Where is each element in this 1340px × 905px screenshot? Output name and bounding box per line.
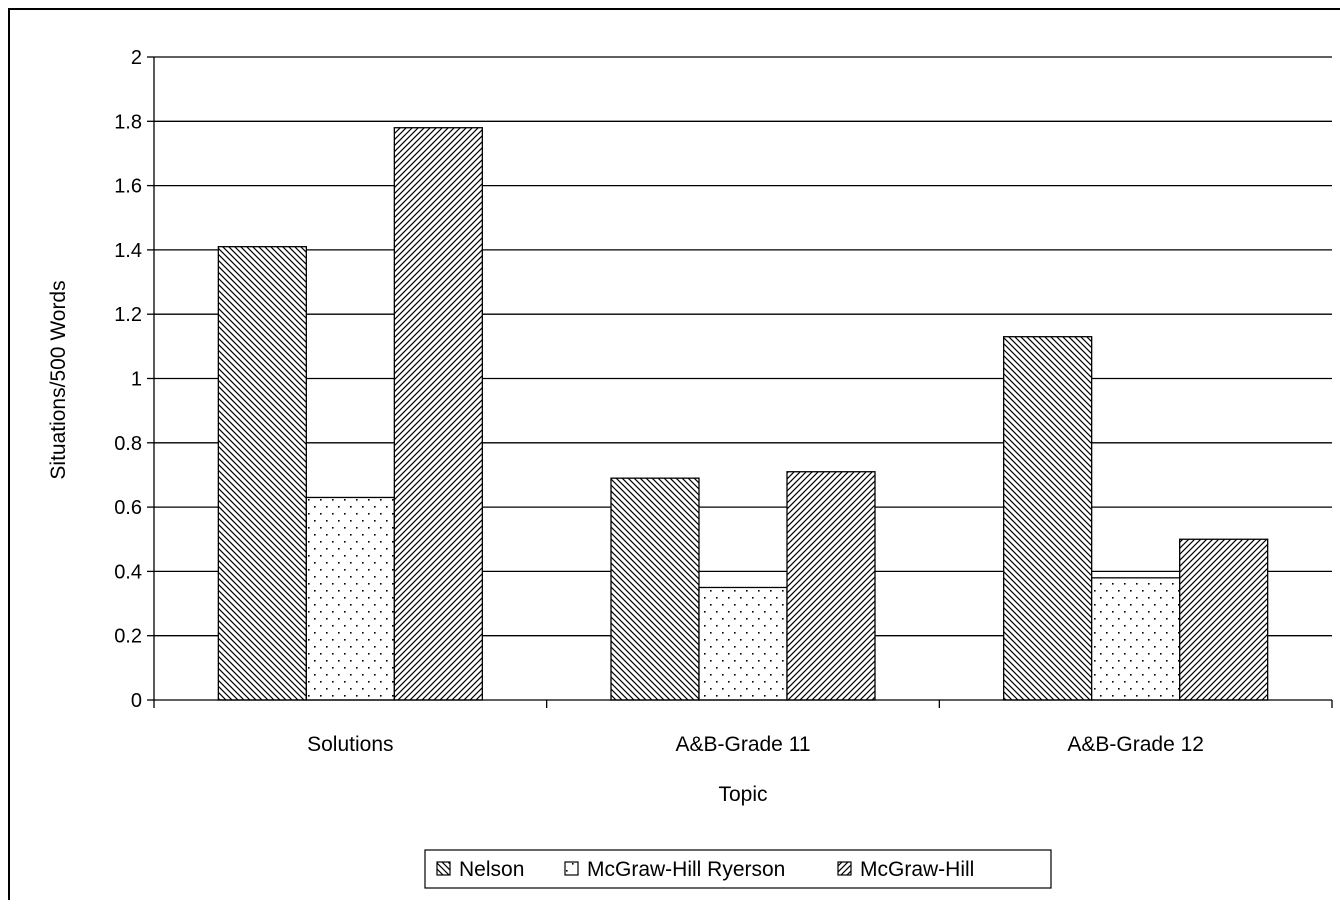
y-tick-labels: 0 0.2 0.4 0.6 0.8 1 1.2 1.4 1.6 1.8 2: [114, 47, 142, 712]
y-tick-label: 0: [131, 690, 142, 712]
legend-swatch: [564, 861, 579, 876]
bar: [1003, 336, 1093, 701]
x-axis-title: Topic: [718, 783, 767, 806]
y-tick-label: 1.6: [114, 176, 142, 198]
bar: [698, 586, 788, 701]
legend-label: Nelson: [459, 858, 524, 881]
legend-label: McGraw-Hill: [860, 858, 974, 881]
chart-border: [8, 8, 1340, 905]
y-tick-label: 0.8: [114, 433, 142, 455]
bar: [610, 477, 700, 701]
bar: [1091, 577, 1181, 701]
legend-box: [424, 849, 1052, 889]
y-tick-label: 2: [131, 47, 142, 69]
y-tick-label: 1: [131, 369, 142, 391]
x-tick-label: A&B-Grade 12: [1067, 733, 1204, 756]
y-tick-label: 0.4: [114, 561, 142, 583]
axes: [147, 56, 1333, 708]
y-tick-label: 1.2: [114, 304, 142, 326]
legend-label: McGraw-Hill Ryerson: [587, 858, 785, 881]
y-axis-title: Situations/500 Words: [47, 280, 70, 479]
legend: Nelson McGraw-Hill Ryerson McGraw-Hill: [424, 849, 1052, 889]
bar: [1179, 538, 1269, 701]
bar: [786, 471, 876, 701]
x-tick-label: Solutions: [307, 733, 393, 756]
x-tick-label: A&B-Grade 11: [675, 733, 810, 756]
bars: [217, 127, 1269, 701]
legend-swatch: [837, 861, 852, 876]
bar: [217, 246, 307, 701]
bar: [393, 127, 483, 701]
legend-swatch: [436, 861, 451, 876]
x-tick-labels: Solutions A&B-Grade 11 A&B-Grade 12: [307, 733, 1204, 756]
y-tick-label: 0.2: [114, 626, 142, 648]
y-tick-label: 1.4: [114, 240, 142, 262]
y-tick-label: 0.6: [114, 497, 142, 519]
y-tick-label: 1.8: [114, 111, 142, 133]
bar: [305, 496, 395, 701]
